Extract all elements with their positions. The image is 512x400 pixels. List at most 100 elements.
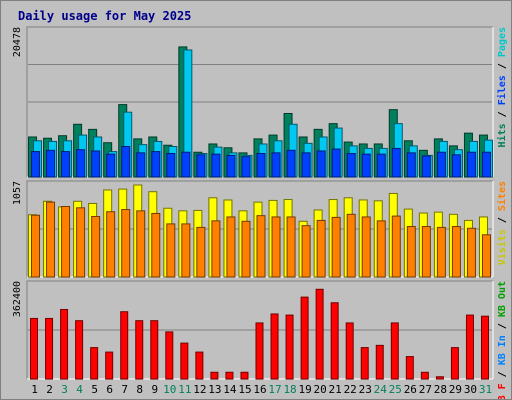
bar-kb-f-day-12 <box>195 351 204 380</box>
x-label-day-2: 2 <box>46 383 53 396</box>
bar-pages-day-16 <box>256 152 266 178</box>
bar-kb-f-day-15 <box>240 371 249 380</box>
x-label-day-13: 13 <box>208 383 221 396</box>
bar-sites-day-21 <box>331 216 341 278</box>
bar-pages-day-19 <box>301 152 311 178</box>
x-label-day-30: 30 <box>464 383 477 396</box>
bar-pages-day-20 <box>316 150 326 178</box>
bar-pages-day-2 <box>46 149 56 178</box>
x-label-day-21: 21 <box>329 383 342 396</box>
bar-sites-day-26 <box>406 226 416 278</box>
bar-pages-day-5 <box>91 150 101 178</box>
bar-sites-day-14 <box>226 216 236 278</box>
legend-separator: / <box>497 105 508 123</box>
bar-sites-day-4 <box>76 207 86 278</box>
visits-panel-max-label: 1057 <box>12 181 23 205</box>
bar-kb-f-day-4 <box>75 320 84 380</box>
bar-sites-day-18 <box>286 216 296 278</box>
bar-sites-day-1 <box>31 214 41 278</box>
bar-kb-f-day-10 <box>165 331 174 380</box>
bar-sites-day-30 <box>466 227 476 278</box>
bar-kb-f-day-16 <box>255 322 264 380</box>
x-label-day-26: 26 <box>404 383 417 396</box>
bar-sites-day-17 <box>271 216 281 278</box>
bar-kb-f-day-25 <box>390 322 399 380</box>
bar-sites-day-20 <box>316 219 326 278</box>
bar-sites-day-6 <box>106 211 116 278</box>
hits-panel: 20478 Hits / Files / Pages <box>12 26 508 178</box>
bar-pages-day-3 <box>61 151 71 178</box>
legend-entry: KB F <box>497 383 508 399</box>
bar-pages-day-17 <box>271 152 281 178</box>
kbf-panel-legend: KB F / KB In / KB Out <box>497 281 508 399</box>
bar-kb-f-day-11 <box>180 342 189 380</box>
bar-kb-f-day-3 <box>60 308 69 380</box>
kbf-panel: 362400 KB F / KB In / KB Out <box>12 280 508 399</box>
x-label-day-6: 6 <box>106 383 113 396</box>
legend-separator: / <box>497 211 508 229</box>
bar-sites-day-28 <box>436 226 446 278</box>
bar-sites-day-25 <box>391 215 401 278</box>
bar-sites-day-22 <box>346 213 356 278</box>
bar-pages-day-26 <box>406 152 416 178</box>
bar-kb-f-day-17 <box>270 313 279 380</box>
x-label-day-27: 27 <box>419 383 432 396</box>
x-label-day-9: 9 <box>151 383 158 396</box>
bar-sites-day-13 <box>211 220 221 278</box>
bar-sites-day-2 <box>46 201 56 278</box>
bar-kb-f-day-26 <box>405 356 414 380</box>
bar-kb-f-day-14 <box>225 371 234 380</box>
x-label-day-25: 25 <box>389 383 402 396</box>
bar-pages-day-7 <box>121 146 131 178</box>
legend-separator: / <box>497 365 508 383</box>
bar-kb-f-day-2 <box>45 317 54 380</box>
bar-kb-f-day-23 <box>360 347 369 380</box>
bar-pages-day-28 <box>436 151 446 178</box>
bar-kb-f-day-13 <box>210 371 219 380</box>
bar-sites-day-8 <box>136 210 146 278</box>
x-label-day-3: 3 <box>61 383 68 396</box>
bar-pages-day-21 <box>331 148 341 178</box>
legend-entry: Sites <box>496 181 508 211</box>
bar-kb-f-day-31 <box>480 315 489 380</box>
legend-entry: Pages <box>497 27 508 57</box>
bar-pages-day-6 <box>106 153 116 178</box>
x-label-day-19: 19 <box>298 383 311 396</box>
x-label-day-20: 20 <box>314 383 327 396</box>
bar-pages-day-8 <box>136 152 146 178</box>
bar-pages-day-11 <box>181 151 191 178</box>
x-label-day-17: 17 <box>268 383 281 396</box>
bar-pages-day-14 <box>226 154 236 178</box>
legend-entry: Visits <box>496 229 508 265</box>
x-label-day-16: 16 <box>253 383 266 396</box>
bar-pages-day-31 <box>481 151 491 178</box>
bar-sites-day-11 <box>181 223 191 278</box>
bar-sites-day-16 <box>256 215 266 278</box>
bar-kb-f-day-20 <box>315 288 324 380</box>
bar-kb-f-day-7 <box>120 311 129 380</box>
bar-pages-day-1 <box>31 151 41 178</box>
x-label-day-7: 7 <box>121 383 128 396</box>
bar-sites-day-9 <box>151 212 161 278</box>
legend-entry: Hits <box>496 123 508 147</box>
bar-kb-f-day-9 <box>150 320 159 380</box>
x-label-day-11: 11 <box>178 383 191 396</box>
bar-pages-day-25 <box>391 147 401 178</box>
chart-title: Daily usage for May 2025 <box>18 9 191 23</box>
legend-separator: / <box>497 57 508 75</box>
legend-entry: Files <box>496 75 508 105</box>
bar-kb-f-day-1 <box>30 317 39 380</box>
x-label-day-5: 5 <box>91 383 98 396</box>
bar-pages-day-29 <box>451 154 461 178</box>
bar-pages-day-18 <box>286 149 296 178</box>
bar-sites-day-3 <box>61 206 71 278</box>
x-label-day-28: 28 <box>434 383 447 396</box>
bar-kb-f-day-29 <box>450 347 459 380</box>
bar-sites-day-15 <box>241 220 251 278</box>
bar-kb-f-day-5 <box>90 347 99 380</box>
bar-pages-day-22 <box>346 152 356 178</box>
bar-kb-f-day-30 <box>465 314 474 380</box>
bar-kb-f-day-6 <box>105 351 114 380</box>
